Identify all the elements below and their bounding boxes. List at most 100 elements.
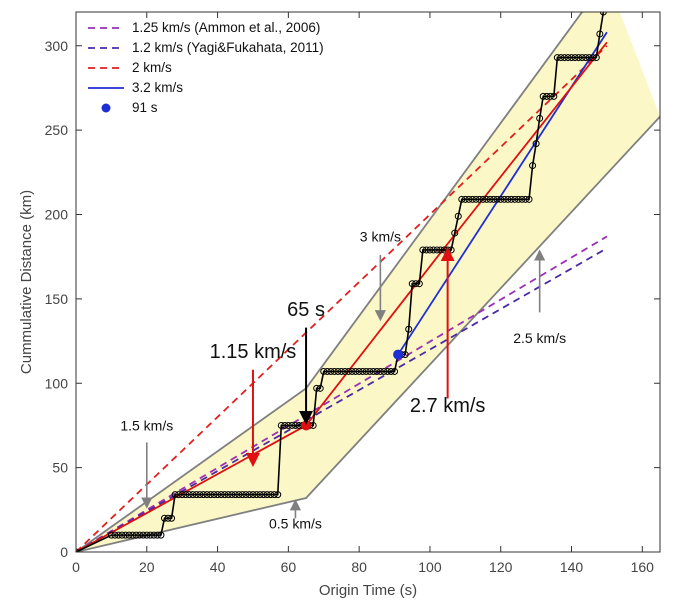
legend-entry: 2 km/s bbox=[88, 60, 172, 75]
step-marker bbox=[192, 491, 200, 499]
step-marker bbox=[391, 367, 399, 375]
step-marker bbox=[546, 92, 554, 100]
series-line-4 bbox=[76, 41, 608, 552]
step-marker bbox=[429, 246, 437, 254]
step-marker bbox=[231, 491, 239, 499]
series-line-2 bbox=[76, 45, 608, 552]
step-marker bbox=[592, 54, 600, 62]
step-marker bbox=[122, 531, 130, 539]
x-tick-label: 20 bbox=[139, 559, 155, 575]
step-marker bbox=[589, 54, 597, 62]
annotation-label-0: 65 s bbox=[287, 299, 325, 321]
step-marker bbox=[160, 514, 168, 522]
step-marker bbox=[511, 195, 519, 203]
legend-label: 2 km/s bbox=[132, 60, 172, 75]
annotation-label-1: 1.15 km/s bbox=[210, 341, 297, 363]
step-marker bbox=[168, 514, 176, 522]
step-marker bbox=[575, 54, 583, 62]
x-tick-label: 0 bbox=[72, 559, 80, 575]
legend-entry: 3.2 km/s bbox=[88, 80, 183, 95]
step-marker bbox=[327, 367, 335, 375]
step-marker bbox=[153, 531, 161, 539]
band-fill bbox=[76, 12, 660, 552]
series-line-1 bbox=[76, 247, 608, 552]
step-marker bbox=[274, 491, 282, 499]
x-tick-label: 40 bbox=[210, 559, 226, 575]
x-tick-label: 120 bbox=[489, 559, 513, 575]
step-marker bbox=[334, 367, 342, 375]
step-marker bbox=[323, 367, 331, 375]
step-marker bbox=[490, 195, 498, 203]
annotations: 65 s 1.15 km/s 2.7 km/s 1.5 km/s 3 km/s 2.5 k… bbox=[120, 229, 566, 532]
step-marker bbox=[405, 325, 413, 333]
step-marker bbox=[500, 195, 508, 203]
annotation-label-3: 1.5 km/s bbox=[120, 418, 173, 434]
step-marker bbox=[330, 367, 338, 375]
step-marker bbox=[288, 421, 296, 429]
step-marker bbox=[263, 491, 271, 499]
legend-label: 1.2 km/s (Yagi&Fukahata, 2011) bbox=[132, 40, 324, 55]
step-marker bbox=[373, 367, 381, 375]
step-marker bbox=[475, 195, 483, 203]
step-marker bbox=[270, 491, 278, 499]
step-marker bbox=[451, 229, 459, 237]
step-marker bbox=[564, 54, 572, 62]
step-marker bbox=[284, 421, 292, 429]
annotation-label-6: 0.5 km/s bbox=[269, 515, 322, 531]
step-marker bbox=[560, 54, 568, 62]
step-marker bbox=[472, 195, 480, 203]
step-marker bbox=[277, 421, 285, 429]
step-marker bbox=[578, 54, 586, 62]
step-marker bbox=[599, 12, 607, 16]
step-marker bbox=[199, 491, 207, 499]
step-series bbox=[76, 12, 607, 552]
step-marker bbox=[355, 367, 363, 375]
step-marker bbox=[157, 531, 165, 539]
axes: 0 20 40 60 80 100 120 140 160 0 50 100 150 200 250 300 bbox=[45, 11, 661, 575]
step-marker bbox=[387, 367, 395, 375]
legend-label: 3.2 km/s bbox=[132, 80, 183, 95]
step-marker bbox=[132, 531, 140, 539]
step-marker bbox=[359, 367, 367, 375]
step-marker bbox=[454, 212, 462, 220]
step-marker bbox=[514, 195, 522, 203]
y-tick-label: 50 bbox=[52, 460, 68, 476]
step-marker bbox=[217, 491, 225, 499]
step-marker bbox=[267, 491, 275, 499]
step-marker bbox=[483, 195, 491, 203]
step-marker bbox=[433, 246, 441, 254]
step-marker bbox=[114, 531, 122, 539]
series-layer bbox=[76, 12, 608, 552]
y-tick-label: 150 bbox=[45, 291, 69, 307]
step-marker bbox=[175, 491, 183, 499]
step-marker bbox=[582, 54, 590, 62]
step-marker bbox=[185, 491, 193, 499]
step-marker bbox=[458, 195, 466, 203]
step-marker bbox=[210, 491, 218, 499]
step-marker bbox=[206, 491, 214, 499]
step-marker bbox=[419, 246, 427, 254]
step-marker bbox=[366, 367, 374, 375]
step-marker bbox=[532, 140, 540, 148]
step-marker bbox=[345, 367, 353, 375]
step-marker bbox=[249, 491, 257, 499]
step-marker bbox=[408, 280, 416, 288]
step-marker bbox=[518, 195, 526, 203]
step-marker bbox=[203, 491, 211, 499]
step-marker bbox=[412, 280, 420, 288]
step-marker bbox=[341, 367, 349, 375]
legend-entry: 91 s bbox=[101, 100, 158, 115]
step-marker bbox=[550, 92, 558, 100]
step-marker bbox=[143, 531, 151, 539]
y-tick-label: 200 bbox=[45, 207, 69, 223]
y-tick-label: 0 bbox=[60, 544, 68, 560]
step-marker bbox=[125, 531, 133, 539]
step-marker bbox=[235, 491, 243, 499]
step-marker bbox=[107, 531, 115, 539]
step-marker bbox=[189, 491, 197, 499]
x-tick-label: 160 bbox=[631, 559, 655, 575]
x-tick-label: 60 bbox=[281, 559, 297, 575]
step-marker bbox=[352, 367, 360, 375]
step-line bbox=[76, 12, 605, 552]
